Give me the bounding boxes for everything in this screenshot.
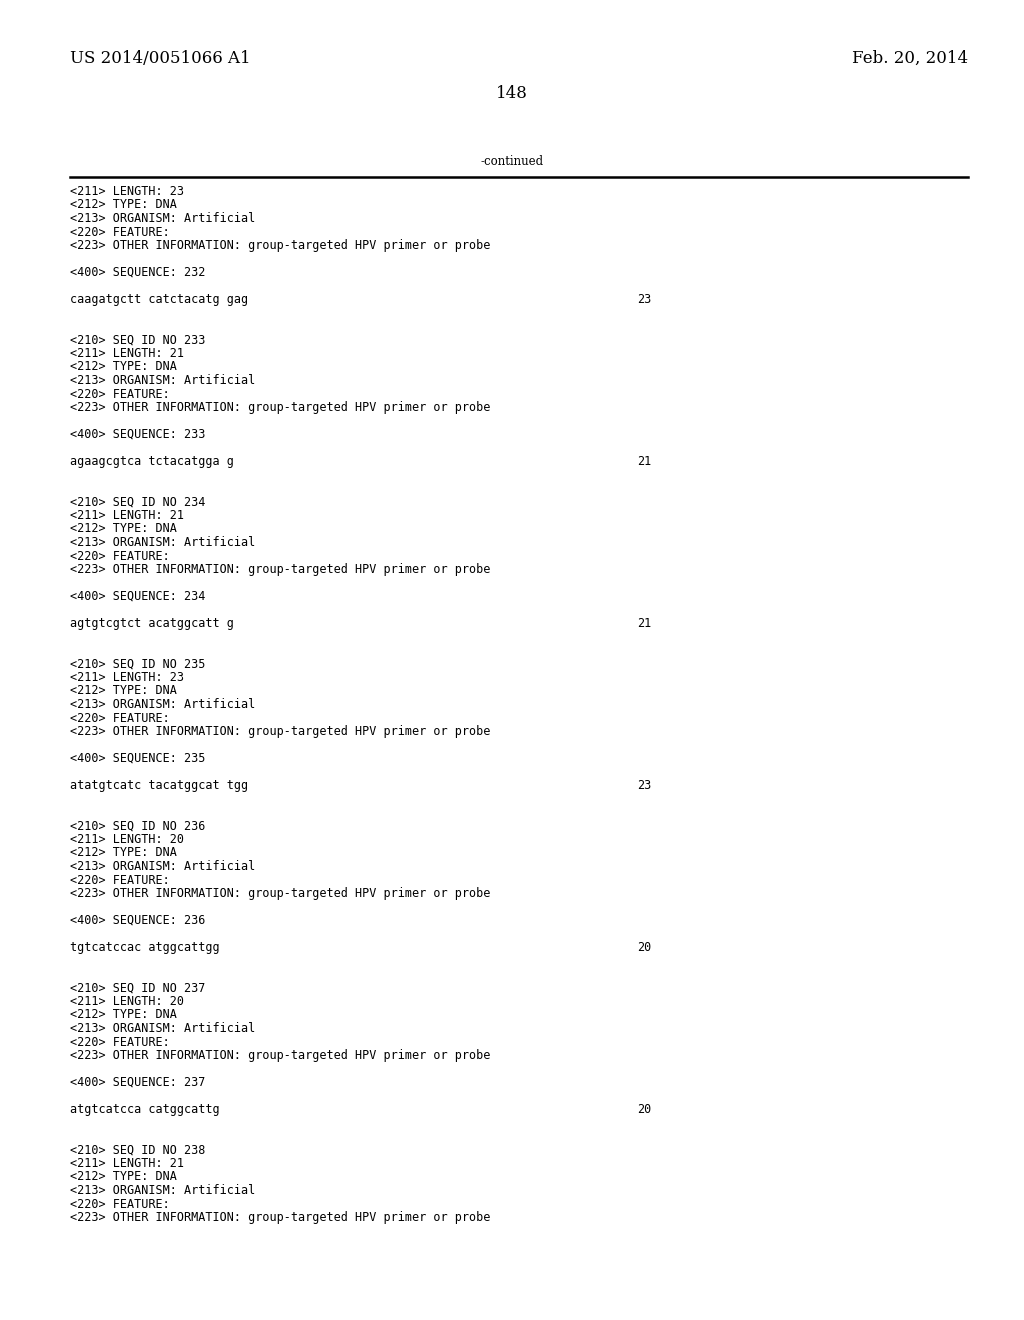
Text: <223> OTHER INFORMATION: group-targeted HPV primer or probe: <223> OTHER INFORMATION: group-targeted … [70,564,490,576]
Text: US 2014/0051066 A1: US 2014/0051066 A1 [70,50,250,67]
Text: <212> TYPE: DNA: <212> TYPE: DNA [70,360,176,374]
Text: <211> LENGTH: 21: <211> LENGTH: 21 [70,510,183,521]
Text: 21: 21 [637,455,651,469]
Text: <400> SEQUENCE: 234: <400> SEQUENCE: 234 [70,590,205,603]
Text: tgtcatccac atggcattgg: tgtcatccac atggcattgg [70,941,219,954]
Text: <223> OTHER INFORMATION: group-targeted HPV primer or probe: <223> OTHER INFORMATION: group-targeted … [70,725,490,738]
Text: <213> ORGANISM: Artificial: <213> ORGANISM: Artificial [70,698,255,711]
Text: <213> ORGANISM: Artificial: <213> ORGANISM: Artificial [70,1184,255,1197]
Text: <213> ORGANISM: Artificial: <213> ORGANISM: Artificial [70,536,255,549]
Text: 20: 20 [637,941,651,954]
Text: <210> SEQ ID NO 236: <210> SEQ ID NO 236 [70,820,205,833]
Text: <212> TYPE: DNA: <212> TYPE: DNA [70,846,176,859]
Text: <220> FEATURE:: <220> FEATURE: [70,549,169,562]
Text: <211> LENGTH: 21: <211> LENGTH: 21 [70,347,183,360]
Text: <220> FEATURE:: <220> FEATURE: [70,711,169,725]
Text: <210> SEQ ID NO 235: <210> SEQ ID NO 235 [70,657,205,671]
Text: <212> TYPE: DNA: <212> TYPE: DNA [70,1008,176,1022]
Text: <210> SEQ ID NO 234: <210> SEQ ID NO 234 [70,495,205,508]
Text: <223> OTHER INFORMATION: group-targeted HPV primer or probe: <223> OTHER INFORMATION: group-targeted … [70,239,490,252]
Text: <212> TYPE: DNA: <212> TYPE: DNA [70,523,176,536]
Text: -continued: -continued [480,154,544,168]
Text: <212> TYPE: DNA: <212> TYPE: DNA [70,1171,176,1184]
Text: <223> OTHER INFORMATION: group-targeted HPV primer or probe: <223> OTHER INFORMATION: group-targeted … [70,887,490,900]
Text: 20: 20 [637,1104,651,1115]
Text: caagatgctt catctacatg gag: caagatgctt catctacatg gag [70,293,248,306]
Text: Feb. 20, 2014: Feb. 20, 2014 [852,50,968,67]
Text: <211> LENGTH: 23: <211> LENGTH: 23 [70,185,183,198]
Text: 148: 148 [496,84,528,102]
Text: <210> SEQ ID NO 238: <210> SEQ ID NO 238 [70,1143,205,1156]
Text: <220> FEATURE:: <220> FEATURE: [70,226,169,239]
Text: <220> FEATURE:: <220> FEATURE: [70,1197,169,1210]
Text: <223> OTHER INFORMATION: group-targeted HPV primer or probe: <223> OTHER INFORMATION: group-targeted … [70,401,490,414]
Text: agaagcgtca tctacatgga g: agaagcgtca tctacatgga g [70,455,233,469]
Text: atgtcatcca catggcattg: atgtcatcca catggcattg [70,1104,219,1115]
Text: <213> ORGANISM: Artificial: <213> ORGANISM: Artificial [70,861,255,873]
Text: 21: 21 [637,616,651,630]
Text: <213> ORGANISM: Artificial: <213> ORGANISM: Artificial [70,213,255,224]
Text: <400> SEQUENCE: 237: <400> SEQUENCE: 237 [70,1076,205,1089]
Text: <211> LENGTH: 23: <211> LENGTH: 23 [70,671,183,684]
Text: <400> SEQUENCE: 232: <400> SEQUENCE: 232 [70,267,205,279]
Text: 23: 23 [637,779,651,792]
Text: <211> LENGTH: 20: <211> LENGTH: 20 [70,833,183,846]
Text: <220> FEATURE:: <220> FEATURE: [70,1035,169,1048]
Text: agtgtcgtct acatggcatt g: agtgtcgtct acatggcatt g [70,616,233,630]
Text: atatgtcatc tacatggcat tgg: atatgtcatc tacatggcat tgg [70,779,248,792]
Text: <213> ORGANISM: Artificial: <213> ORGANISM: Artificial [70,1022,255,1035]
Text: <211> LENGTH: 20: <211> LENGTH: 20 [70,995,183,1008]
Text: <212> TYPE: DNA: <212> TYPE: DNA [70,198,176,211]
Text: <212> TYPE: DNA: <212> TYPE: DNA [70,685,176,697]
Text: <223> OTHER INFORMATION: group-targeted HPV primer or probe: <223> OTHER INFORMATION: group-targeted … [70,1049,490,1063]
Text: <210> SEQ ID NO 233: <210> SEQ ID NO 233 [70,334,205,346]
Text: <400> SEQUENCE: 235: <400> SEQUENCE: 235 [70,752,205,766]
Text: <220> FEATURE:: <220> FEATURE: [70,874,169,887]
Text: <400> SEQUENCE: 236: <400> SEQUENCE: 236 [70,913,205,927]
Text: <400> SEQUENCE: 233: <400> SEQUENCE: 233 [70,428,205,441]
Text: 23: 23 [637,293,651,306]
Text: <220> FEATURE:: <220> FEATURE: [70,388,169,400]
Text: <223> OTHER INFORMATION: group-targeted HPV primer or probe: <223> OTHER INFORMATION: group-targeted … [70,1210,490,1224]
Text: <210> SEQ ID NO 237: <210> SEQ ID NO 237 [70,982,205,994]
Text: <213> ORGANISM: Artificial: <213> ORGANISM: Artificial [70,374,255,387]
Text: <211> LENGTH: 21: <211> LENGTH: 21 [70,1158,183,1170]
